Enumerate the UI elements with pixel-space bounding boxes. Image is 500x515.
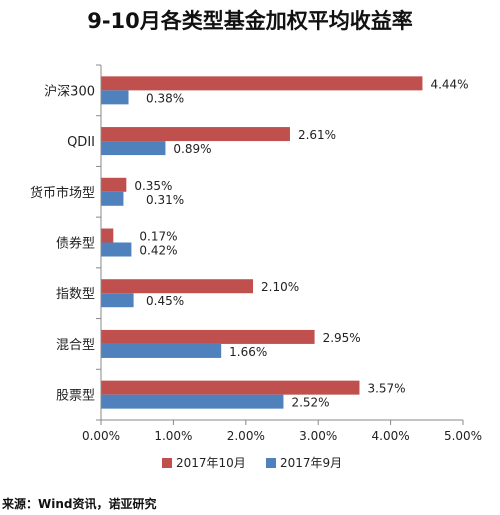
x-tick-label: 3.00% xyxy=(299,429,337,443)
bar xyxy=(101,279,254,294)
legend-label: 2017年9月 xyxy=(280,456,342,470)
source-note: 来源：Wind资讯，诺亚研究 xyxy=(2,497,157,511)
bar xyxy=(101,293,134,308)
x-tick-label: 5.00% xyxy=(444,429,482,443)
category-label: 混合型 xyxy=(56,338,95,353)
data-label: 0.17% xyxy=(139,230,177,244)
bar xyxy=(101,394,284,409)
x-tick-label: 2.00% xyxy=(227,429,265,443)
category-label: 沪深300 xyxy=(44,83,95,99)
category-label: QDII xyxy=(67,135,95,150)
category-label: 指数型 xyxy=(56,287,95,302)
data-label: 0.89% xyxy=(173,142,211,156)
bars-group xyxy=(101,76,423,409)
data-label: 2.95% xyxy=(323,331,361,345)
data-label: 0.42% xyxy=(139,244,177,258)
bar xyxy=(101,329,315,344)
data-label: 2.61% xyxy=(298,128,336,142)
bar xyxy=(101,191,124,206)
x-tick-label: 0.00% xyxy=(82,429,120,443)
x-tick-label: 1.00% xyxy=(154,429,192,443)
bar xyxy=(101,242,132,257)
data-label: 0.38% xyxy=(146,91,184,105)
legend-swatch xyxy=(266,458,276,468)
data-label: 4.44% xyxy=(430,77,468,91)
bar xyxy=(101,90,129,105)
bar xyxy=(101,76,423,91)
bar xyxy=(101,141,166,156)
category-label: 股票型 xyxy=(56,389,95,404)
data-label: 0.35% xyxy=(134,179,172,193)
data-label: 2.10% xyxy=(261,280,299,294)
chart-title: 9-10月各类型基金加权平均收益率 xyxy=(87,9,413,33)
legend-label: 2017年10月 xyxy=(176,456,246,470)
data-label: 0.45% xyxy=(146,294,184,308)
category-label: 货币市场型 xyxy=(30,185,95,201)
bar xyxy=(101,228,114,243)
data-label: 1.66% xyxy=(229,345,267,359)
legend-swatch xyxy=(162,458,172,468)
axes: 0.00% 1.00% 2.00% 3.00% 4.00% 5.00% xyxy=(82,64,482,443)
bar xyxy=(101,343,222,358)
bar xyxy=(101,177,127,192)
bar-chart: 9-10月各类型基金加权平均收益率 沪深300 QDII 货币市场型债券型指数型混合… xyxy=(30,9,482,470)
data-label: 0.31% xyxy=(146,193,184,207)
value-labels: 4.44% 0.38% 2.61% 0.89% 0.35%0.31% 0.17%0.42%… xyxy=(134,77,468,409)
bar xyxy=(101,127,290,142)
category-label: 债券型 xyxy=(56,236,95,252)
legend: 2017年10月 2017年9月 xyxy=(162,456,342,470)
data-label: 2.52% xyxy=(291,396,329,410)
bar xyxy=(101,380,360,395)
x-tick-label: 4.00% xyxy=(372,429,410,443)
data-label: 3.57% xyxy=(367,382,405,396)
